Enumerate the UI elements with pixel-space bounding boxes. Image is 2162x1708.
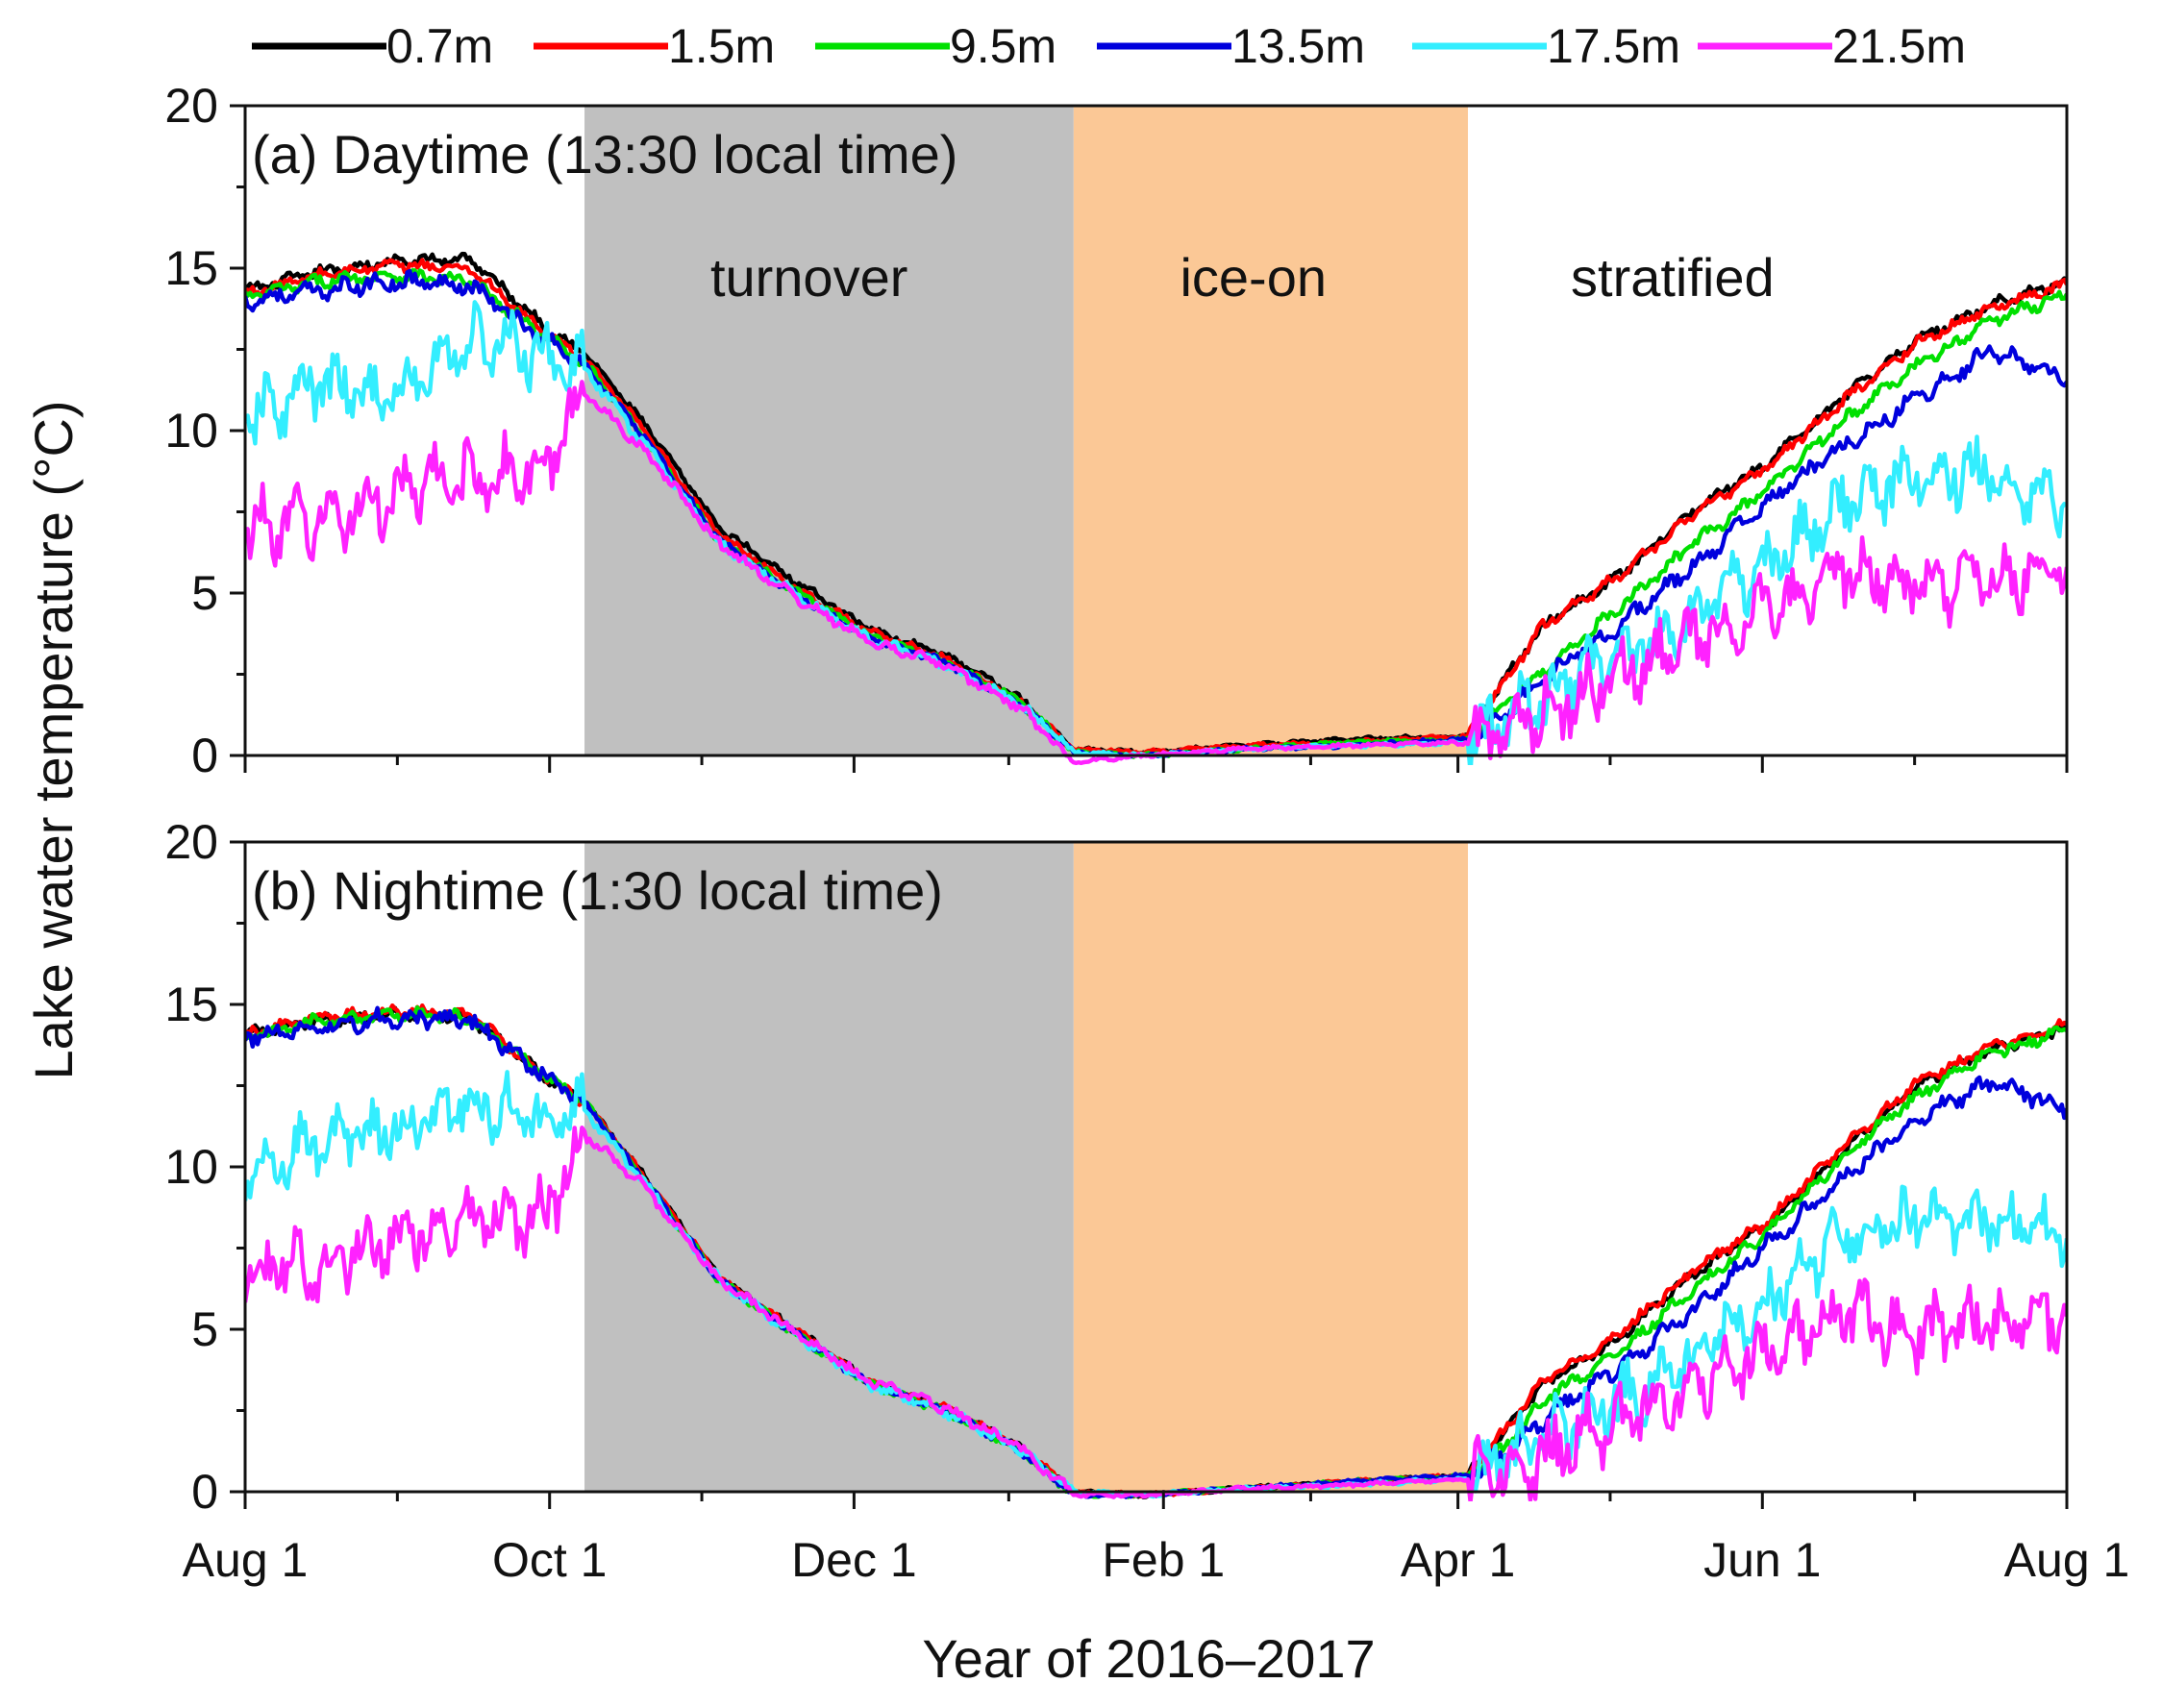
y-axis-title: Lake water temperature (°C) [23, 400, 84, 1079]
y-tick-label: 15 [164, 241, 218, 295]
y-tick-label: 15 [164, 978, 218, 1031]
legend-label-13_5m: 13.5m [1231, 19, 1365, 73]
y-tick-label: 20 [164, 815, 218, 869]
panel-b-nighttime: 0 5 10 15 20 Aug 1 Oct 1 Dec 1 Feb 1 Apr 1 Jun 1 Au… [164, 815, 2129, 1587]
y-tick-label: 10 [164, 404, 218, 458]
legend-label-21_5m: 21.5m [1832, 19, 1966, 73]
legend-label-1_5m: 1.5m [668, 19, 775, 73]
y-tick-label: 0 [191, 729, 218, 782]
period-turnover-band [584, 106, 1074, 755]
period-turnover-band [584, 842, 1074, 1492]
panel-a-daytime: turnover ice-on stratified 0 5 10 15 20 (a) Dayt… [164, 79, 2069, 782]
period-ice-on-band [1073, 842, 1468, 1492]
period-label-turnover: turnover [710, 247, 907, 308]
period-label-stratified: stratified [1571, 247, 1775, 308]
series-group [245, 251, 2067, 765]
legend-label-9_5m: 9.5m [950, 19, 1056, 73]
x-tick-label: Oct 1 [492, 1533, 607, 1587]
y-tick-label: 5 [191, 566, 218, 620]
period-ice-on-band [1073, 106, 1468, 755]
panel-title-a: (a) Daytime (13:30 local time) [252, 124, 957, 185]
period-label-ice-on: ice-on [1180, 247, 1327, 308]
x-tick-label: Dec 1 [791, 1533, 917, 1587]
y-tick-label: 5 [191, 1302, 218, 1356]
panel-title-b: (b) Nightime (1:30 local time) [252, 860, 943, 921]
x-tick-label: Jun 1 [1703, 1533, 1821, 1587]
legend-label-17_5m: 17.5m [1547, 19, 1680, 73]
y-tick-label: 0 [191, 1465, 218, 1519]
x-tick-label: Feb 1 [1102, 1533, 1225, 1587]
x-tick-label: Aug 1 [183, 1533, 309, 1587]
x-axis-title: Year of 2016–2017 [922, 1628, 1375, 1689]
x-tick-label: Apr 1 [1401, 1533, 1516, 1587]
y-tick-label: 10 [164, 1140, 218, 1194]
legend-label-0_7m: 0.7m [386, 19, 493, 73]
series-line-21_5m [245, 1126, 2067, 1501]
x-tick-label: Aug 1 [2004, 1533, 2130, 1587]
y-tick-label: 20 [164, 79, 218, 133]
legend: 0.7m 1.5m 9.5m 13.5m 17.5m 21.5m [252, 19, 1966, 73]
series-group [245, 1003, 2067, 1501]
